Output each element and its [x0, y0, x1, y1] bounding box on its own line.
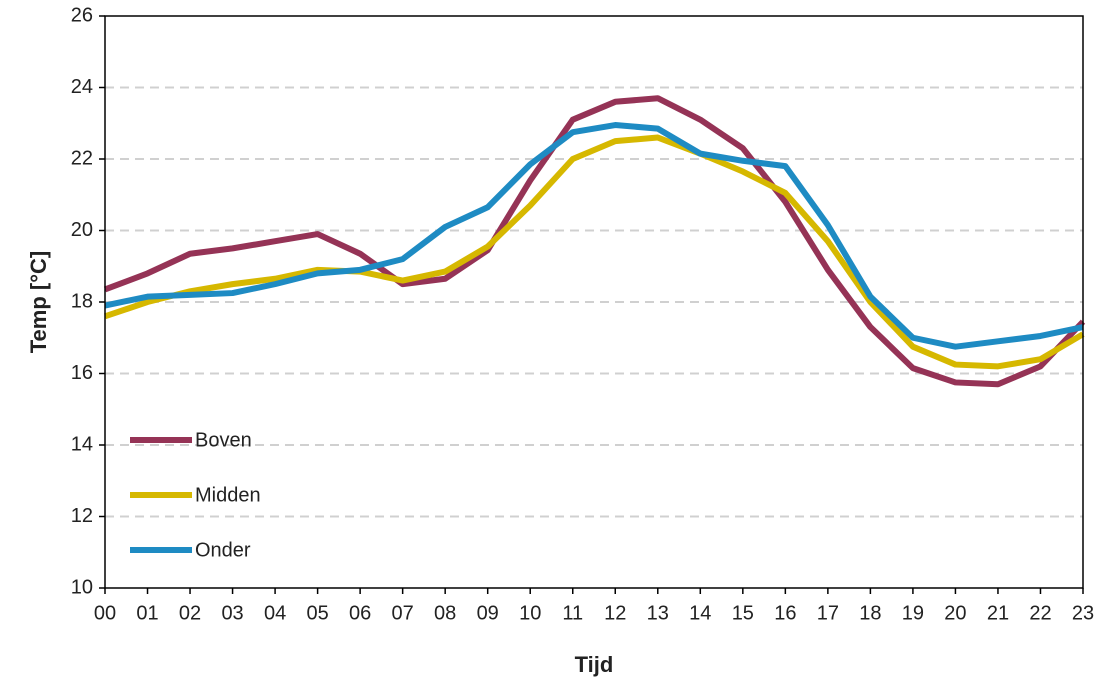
x-tick-label: 02 — [179, 602, 201, 624]
legend-label: Midden — [195, 484, 261, 506]
y-tick-label: 26 — [71, 4, 93, 26]
y-tick-label: 16 — [71, 362, 93, 384]
series-line — [104, 134, 1085, 370]
y-tick-label: 20 — [71, 219, 93, 241]
x-tick-label: 01 — [136, 602, 158, 624]
x-tick-label: 14 — [689, 602, 711, 624]
y-tick-label: 12 — [71, 505, 93, 527]
x-tick-label: 23 — [1072, 602, 1094, 624]
x-tick-label: 00 — [94, 602, 116, 624]
x-axis-title: Tijd — [575, 652, 614, 677]
x-tick-label: 05 — [306, 602, 328, 624]
x-tick-label: 08 — [434, 602, 456, 624]
x-tick-label: 10 — [519, 602, 541, 624]
x-tick-label: 21 — [987, 602, 1009, 624]
x-tick-label: 04 — [264, 602, 286, 624]
x-tick-label: 17 — [817, 602, 839, 624]
plot-frame — [104, 15, 1084, 589]
legend-label: Onder — [195, 539, 251, 561]
x-tick-label: 12 — [604, 602, 626, 624]
x-tick-label: 19 — [902, 602, 924, 624]
y-tick-label: 22 — [71, 147, 93, 169]
x-tick-label: 09 — [477, 602, 499, 624]
y-axis-title: Temp [°C] — [26, 251, 51, 354]
y-tick-label: 24 — [71, 76, 93, 98]
legend-label: Boven — [195, 429, 252, 451]
y-tick-label: 10 — [71, 576, 93, 598]
x-tick-label: 13 — [647, 602, 669, 624]
y-tick-label: 18 — [71, 290, 93, 312]
x-tick-label: 06 — [349, 602, 371, 624]
y-tick-label: 14 — [71, 433, 93, 455]
x-tick-label: 16 — [774, 602, 796, 624]
x-tick-label: 11 — [562, 602, 583, 624]
x-tick-label: 22 — [1029, 602, 1051, 624]
x-tick-label: 07 — [392, 602, 414, 624]
x-tick-label: 15 — [732, 602, 754, 624]
x-tick-label: 18 — [859, 602, 881, 624]
series-line — [104, 122, 1084, 350]
x-tick-label: 03 — [221, 602, 243, 624]
series-line — [103, 95, 1086, 388]
x-tick-label: 20 — [944, 602, 966, 624]
